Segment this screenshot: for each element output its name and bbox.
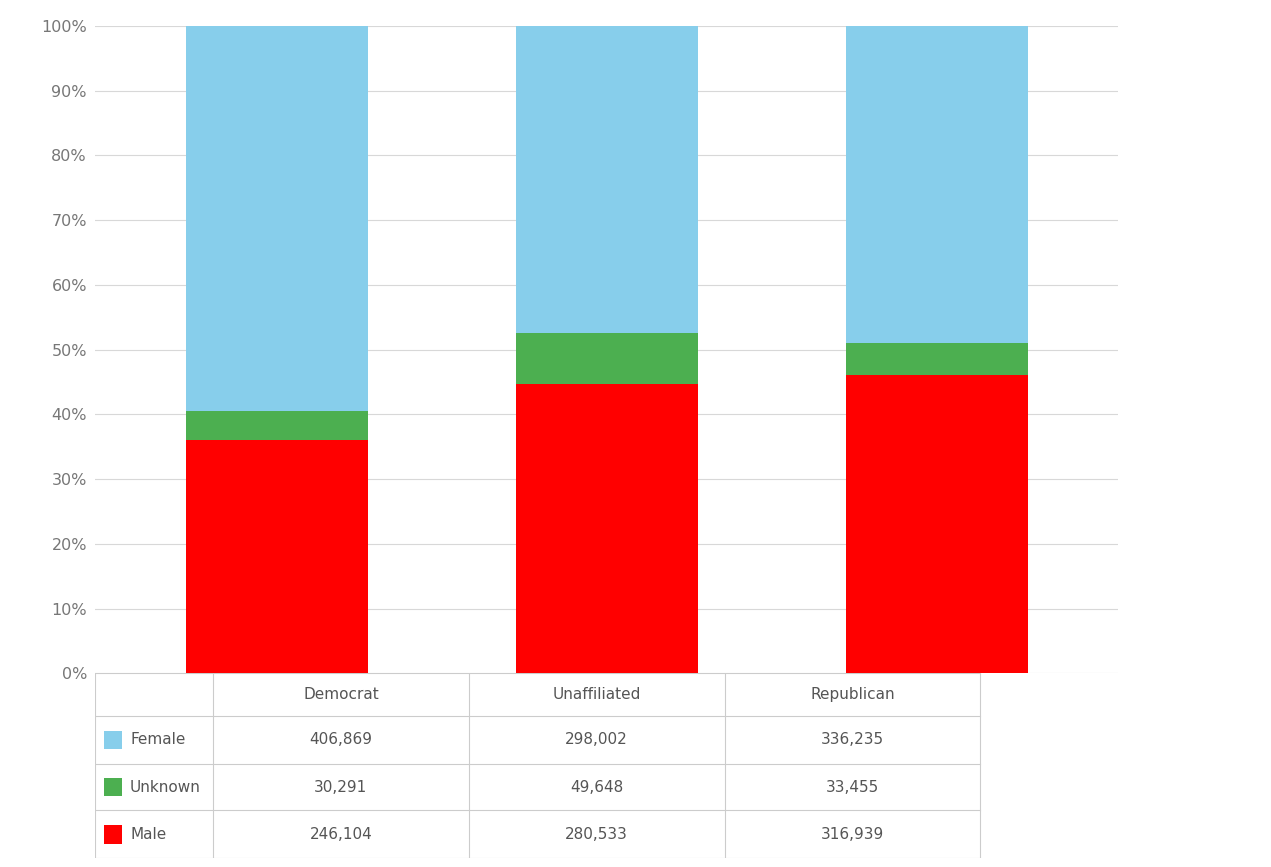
Bar (186, 440, 367, 674)
Bar (103, 731, 122, 749)
Bar (103, 778, 122, 797)
Bar (846, 375, 1028, 674)
Text: 406,869: 406,869 (309, 733, 372, 747)
Bar (186, 26, 367, 412)
Text: Unknown: Unknown (130, 779, 201, 795)
Text: Democrat: Democrat (302, 688, 379, 702)
Text: 246,104: 246,104 (310, 827, 372, 842)
Bar (516, 333, 698, 384)
Text: Female: Female (130, 733, 186, 747)
Text: Republican: Republican (810, 688, 895, 702)
Bar (186, 412, 367, 440)
Text: 336,235: 336,235 (821, 733, 885, 747)
Text: 30,291: 30,291 (314, 779, 367, 795)
Bar (516, 384, 698, 674)
Text: 316,939: 316,939 (821, 827, 885, 842)
Text: 298,002: 298,002 (566, 733, 628, 747)
Text: 49,648: 49,648 (571, 779, 623, 795)
Bar (846, 26, 1028, 343)
Text: 280,533: 280,533 (566, 827, 628, 842)
Bar (846, 343, 1028, 375)
Bar (516, 26, 698, 333)
Text: Male: Male (130, 827, 167, 842)
Bar (103, 825, 122, 844)
Text: 33,455: 33,455 (826, 779, 880, 795)
Text: Unaffiliated: Unaffiliated (553, 688, 641, 702)
